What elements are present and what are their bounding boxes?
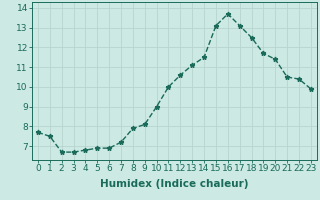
X-axis label: Humidex (Indice chaleur): Humidex (Indice chaleur) bbox=[100, 179, 249, 189]
